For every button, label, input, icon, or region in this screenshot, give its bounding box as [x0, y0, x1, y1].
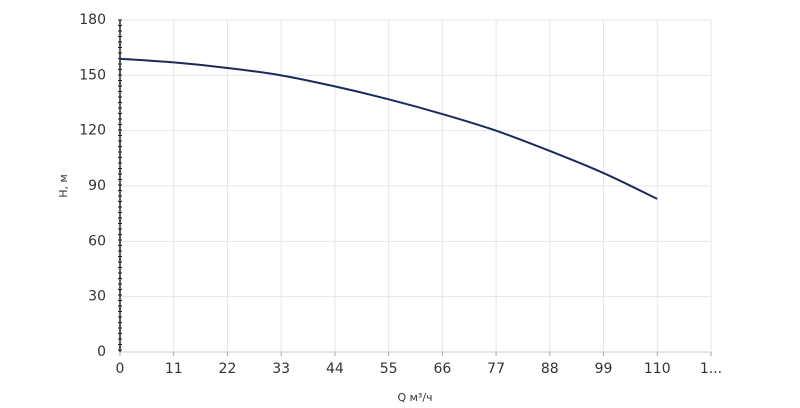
y-tick-label: 30 [88, 289, 106, 305]
y-tick-label: 150 [79, 67, 106, 83]
x-tick-label: 99 [595, 361, 613, 377]
y-tick-label: 180 [79, 12, 106, 28]
x-axis-label: Q м³/ч [397, 391, 432, 404]
x-tick-label: 44 [326, 361, 344, 377]
y-tick-label: 90 [88, 178, 106, 194]
x-tick-label: 88 [541, 361, 559, 377]
x-tick-label: 22 [219, 361, 237, 377]
x-tick-label: 66 [433, 361, 451, 377]
x-tick-label: 11 [165, 361, 183, 377]
data-line [119, 57, 658, 200]
y-tick-label: 0 [97, 344, 106, 360]
x-tick-label: 0 [116, 361, 125, 377]
x-tick-label: 110 [644, 361, 671, 377]
y-tick-label: 60 [88, 233, 106, 249]
y-axis-label: H, м [57, 174, 70, 198]
x-tick-label: 77 [487, 361, 505, 377]
x-tick-label: 55 [380, 361, 398, 377]
x-tick-label: 33 [272, 361, 290, 377]
y-tick-label: 120 [79, 123, 106, 139]
x-tick-label: 1... [700, 361, 722, 377]
